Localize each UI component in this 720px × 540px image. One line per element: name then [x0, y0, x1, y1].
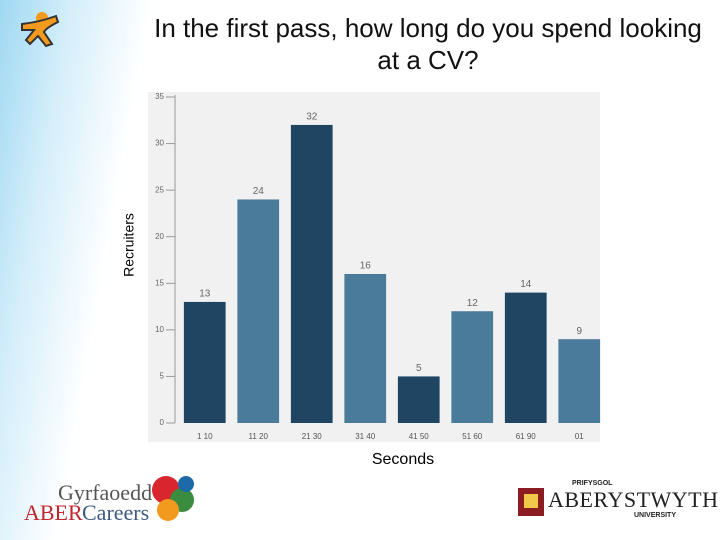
university-bottom: UNIVERSITY [634, 512, 677, 519]
bar [237, 199, 280, 423]
y-tick-label: 25 [155, 185, 164, 194]
value-label: 5 [416, 363, 422, 374]
bar [183, 301, 226, 423]
value-label: 14 [520, 279, 532, 290]
y-tick-label: 35 [155, 92, 164, 101]
university-crest [518, 488, 544, 516]
careers-logo-aber: ABER [24, 500, 83, 525]
x-tick-label: 21 30 [302, 432, 323, 441]
x-tick-label: 61 90 [516, 432, 537, 441]
y-axis-label: Recruiters [121, 213, 137, 277]
x-tick-label: 11 20 [249, 432, 269, 441]
y-tick-label: 20 [155, 232, 164, 241]
x-tick-label: 1 10 [197, 432, 213, 441]
x-axis-label: Seconds [372, 451, 434, 468]
value-label: 16 [360, 261, 372, 272]
bar [344, 273, 387, 423]
chart-title: In the first pass, how long do you spend… [154, 13, 702, 75]
x-tick-label: 51 60 [462, 432, 483, 441]
icon-figure [21, 12, 60, 48]
bar [504, 292, 547, 423]
x-tick-label: 31 40 [355, 432, 376, 441]
careers-logo-top: Gyrfaoedd [58, 480, 153, 505]
university-name: ABERYSTWYTH [548, 487, 719, 512]
university-top: PRIFYSGOL [572, 480, 613, 487]
y-tick-label: 0 [160, 418, 165, 427]
bar [451, 311, 494, 423]
bar [558, 339, 601, 423]
y-tick-label: 30 [155, 139, 164, 148]
value-label: 9 [576, 326, 582, 337]
y-tick-label: 15 [155, 278, 164, 287]
x-tick-label: 41 50 [409, 432, 430, 441]
y-tick-label: 5 [160, 372, 165, 381]
value-label: 24 [253, 186, 265, 197]
value-label: 32 [306, 112, 318, 123]
bar [290, 124, 333, 423]
bar [397, 376, 440, 423]
x-tick-label: 01 [575, 432, 584, 441]
careers-logo-bottom: Careers [82, 500, 150, 525]
value-label: 13 [199, 289, 211, 300]
y-tick-label: 10 [155, 325, 164, 334]
value-label: 12 [467, 298, 479, 309]
careers-logo [152, 476, 194, 521]
